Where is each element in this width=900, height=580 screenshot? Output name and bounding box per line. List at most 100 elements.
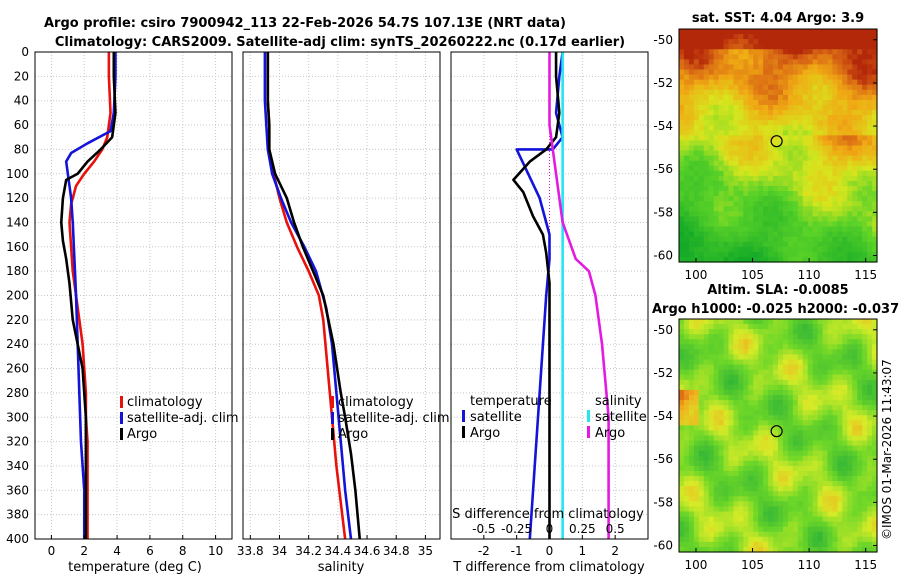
- map-cell: [867, 389, 873, 396]
- map-cell: [807, 251, 814, 258]
- map-cell: [857, 319, 863, 325]
- map-cell: [693, 420, 700, 426]
- map-cell: [768, 496, 774, 502]
- map-cell: [847, 364, 853, 371]
- map-cell: [822, 130, 829, 136]
- map-cell: [787, 415, 794, 421]
- map-cell: [768, 541, 774, 548]
- map-cell: [758, 165, 764, 172]
- map-cell: [743, 511, 749, 518]
- map-cell: [837, 531, 843, 538]
- map-cell: [748, 465, 754, 472]
- map-cell: [693, 226, 700, 233]
- map-cell: [862, 186, 868, 192]
- map-cell: [802, 506, 809, 513]
- map-cell: [723, 29, 730, 35]
- map-cell: [842, 39, 848, 45]
- map-cell: [768, 135, 774, 142]
- map-cell: [837, 246, 843, 253]
- map-cell: [688, 104, 695, 111]
- map-cell: [743, 221, 749, 228]
- map-cell: [812, 104, 819, 111]
- map-cell: [802, 400, 809, 406]
- map-cell: [683, 256, 690, 263]
- map-cell: [802, 324, 809, 330]
- map-cell: [703, 420, 710, 426]
- map-cell: [862, 34, 868, 40]
- map-cell: [758, 54, 764, 60]
- map-cell: [679, 465, 685, 472]
- map-cell: [867, 359, 873, 366]
- map-cell: [847, 491, 853, 497]
- map-cell: [768, 165, 774, 172]
- map-cell: [753, 319, 759, 325]
- map-cell: [723, 74, 730, 81]
- map-cell: [728, 324, 735, 330]
- map-cell: [867, 99, 873, 106]
- map-cell: [852, 511, 858, 518]
- map-cell: [753, 140, 759, 147]
- map-cell: [778, 364, 784, 371]
- map-cell: [867, 39, 873, 45]
- map-cell: [768, 49, 774, 55]
- map-cell: [703, 400, 710, 406]
- map-cell: [753, 546, 759, 553]
- map-cell: [773, 145, 779, 152]
- y-tick-label: 320: [6, 435, 29, 449]
- map-cell: [857, 150, 863, 157]
- map-cell: [743, 389, 749, 396]
- map-cell: [792, 221, 799, 228]
- sla-lon-tick-labels: 100 105 110 115: [685, 548, 877, 572]
- map-cell: [857, 69, 863, 76]
- map-cell: [763, 29, 769, 35]
- x-tick-label: 35: [418, 544, 433, 558]
- map-cell: [763, 511, 769, 518]
- map-cell: [693, 120, 700, 126]
- map-cell: [698, 99, 705, 106]
- map-cell: [713, 150, 720, 157]
- map-cell: [842, 150, 848, 157]
- map-cell: [708, 99, 715, 106]
- map-cell: [768, 425, 774, 432]
- map-cell: [683, 160, 690, 167]
- map-cell: [852, 79, 858, 86]
- map-cell: [758, 521, 764, 528]
- map-cell: [698, 196, 705, 202]
- map-cell: [748, 39, 754, 45]
- map-cell: [753, 115, 759, 121]
- map-cell: [688, 521, 695, 528]
- map-cell: [718, 455, 725, 462]
- map-cell: [832, 99, 838, 106]
- map-cell: [822, 521, 829, 528]
- map-cell: [733, 79, 739, 86]
- map-cell: [817, 89, 824, 96]
- map-cell: [852, 251, 858, 258]
- map-cell: [703, 120, 710, 126]
- map-cell: [807, 206, 814, 212]
- map-cell: [708, 211, 715, 218]
- map-cell: [787, 349, 794, 356]
- map-cell: [792, 191, 799, 197]
- map-cell: [728, 521, 735, 528]
- map-cell: [758, 206, 764, 212]
- map-cell: [822, 516, 829, 523]
- map-cell: [733, 191, 739, 197]
- map-cell: [862, 165, 868, 172]
- legend-label-satellite: satellite-adj. clim: [338, 411, 450, 426]
- map-cell: [792, 175, 799, 182]
- map-cell: [718, 470, 725, 477]
- map-cell: [753, 405, 759, 411]
- map-cell: [792, 511, 799, 518]
- map-cell: [847, 369, 853, 376]
- map-cell: [728, 440, 735, 447]
- map-cell: [723, 324, 730, 330]
- map-cell: [827, 410, 834, 416]
- map-cell: [837, 59, 843, 66]
- map-cell: [723, 379, 730, 386]
- map-cell: [748, 354, 754, 361]
- map-cell: [773, 410, 779, 416]
- map-cell: [852, 186, 858, 192]
- map-cell: [812, 394, 819, 401]
- map-cell: [733, 196, 739, 202]
- map-cell: [872, 430, 878, 437]
